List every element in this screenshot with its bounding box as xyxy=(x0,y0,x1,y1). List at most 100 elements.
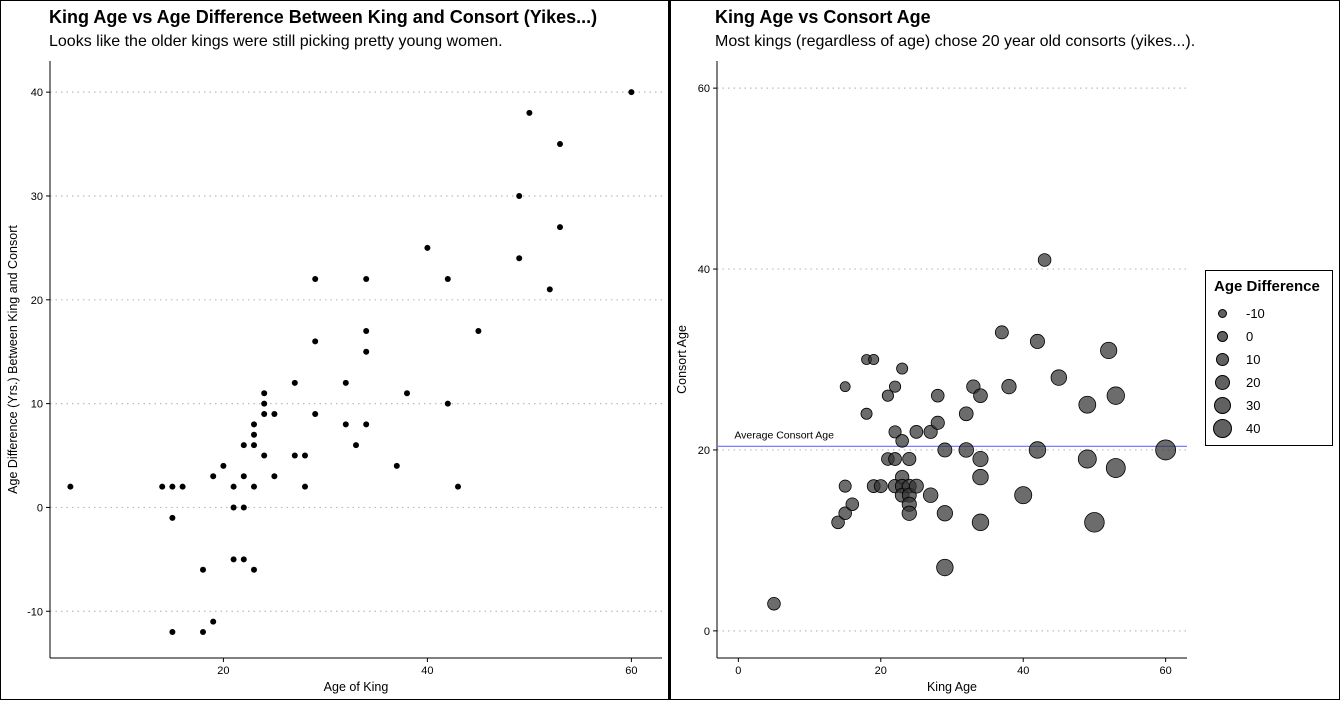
legend-title: Age Difference xyxy=(1214,278,1320,295)
data-point xyxy=(353,442,359,449)
data-point xyxy=(179,483,186,490)
data-point xyxy=(312,338,319,345)
legend-label: 40 xyxy=(1246,421,1261,436)
data-bubble xyxy=(831,515,845,530)
chart-subtitle: Most kings (regardless of age) chose 20 … xyxy=(715,33,1196,50)
data-point xyxy=(557,224,563,231)
data-point xyxy=(261,411,268,418)
data-point xyxy=(230,556,237,563)
data-bubble xyxy=(873,479,888,494)
data-point xyxy=(312,276,319,283)
legend-item: 40 xyxy=(1206,418,1326,440)
x-tick-label: 60 xyxy=(625,665,637,677)
data-point xyxy=(455,483,461,490)
data-bubble xyxy=(902,451,917,467)
legend-label: 20 xyxy=(1246,375,1261,390)
legend-item: 0 xyxy=(1206,326,1326,348)
data-point xyxy=(261,452,268,459)
data-point xyxy=(312,411,319,418)
data-point xyxy=(210,473,217,480)
data-point xyxy=(261,390,268,397)
y-tick-label: 60 xyxy=(698,83,710,95)
age-difference-scatter-plot: -10 0 10 20 30 40 20 40 60 Age of King Age Differe… xyxy=(6,61,662,694)
data-point xyxy=(251,566,257,573)
data-point xyxy=(363,327,370,334)
data-point xyxy=(240,473,247,480)
data-point xyxy=(363,276,370,283)
data-bubble xyxy=(936,505,953,522)
data-bubble xyxy=(839,381,851,393)
data-point xyxy=(393,462,400,469)
legend-item: 30 xyxy=(1206,395,1326,417)
data-bubble xyxy=(1084,512,1105,533)
data-point xyxy=(444,400,451,407)
data-bubble xyxy=(845,497,860,511)
data-bubble xyxy=(973,388,988,404)
data-point xyxy=(271,411,278,418)
x-tick-label: 20 xyxy=(875,665,887,677)
data-point xyxy=(444,276,451,283)
y-tick-label: 0 xyxy=(704,626,710,638)
data-bubble xyxy=(937,442,953,458)
data-bubble xyxy=(896,362,909,375)
data-bubble xyxy=(994,325,1009,340)
data-bubble xyxy=(1050,369,1068,386)
legend-bubble-icon xyxy=(1217,331,1228,342)
legend-bubble-icon xyxy=(1214,397,1231,414)
data-point xyxy=(404,390,410,397)
data-bubble xyxy=(958,442,974,458)
data-point xyxy=(526,109,533,116)
data-bubble xyxy=(888,380,902,393)
data-bubble xyxy=(1014,486,1033,505)
data-bubble xyxy=(1028,441,1047,459)
x-axis-label: Age of King xyxy=(324,680,389,694)
y-tick-label: 20 xyxy=(31,295,43,307)
data-bubble xyxy=(1106,386,1125,405)
legend-item: 10 xyxy=(1206,349,1326,371)
legend-bubble-icon xyxy=(1215,375,1230,390)
data-bubble xyxy=(1037,253,1052,267)
data-point xyxy=(291,452,298,459)
x-tick-label: 40 xyxy=(421,665,433,677)
data-bubble xyxy=(767,596,781,611)
data-point xyxy=(342,379,349,386)
data-point xyxy=(240,556,247,563)
data-bubble xyxy=(972,468,989,486)
legend-label: 0 xyxy=(1246,329,1254,344)
data-point xyxy=(261,400,268,407)
data-point xyxy=(251,442,257,449)
average-line-label: Average Consort Age xyxy=(734,429,834,441)
y-tick-label: -10 xyxy=(27,606,43,618)
data-bubble xyxy=(1077,449,1097,469)
y-tick-label: 10 xyxy=(31,399,43,411)
data-point xyxy=(363,348,370,355)
data-bubble xyxy=(1100,341,1118,360)
data-bubble xyxy=(1029,333,1045,349)
legend-bubble-icon xyxy=(1216,353,1229,366)
data-point xyxy=(240,504,247,511)
data-bubble xyxy=(930,415,945,430)
data-bubble xyxy=(936,558,954,577)
data-point xyxy=(169,629,176,636)
legend-label: 30 xyxy=(1246,398,1261,413)
x-tick-label: 20 xyxy=(217,665,229,677)
y-tick-label: 40 xyxy=(698,264,710,276)
data-point xyxy=(251,421,257,428)
data-bubble xyxy=(881,389,894,402)
data-point xyxy=(251,483,257,490)
data-point xyxy=(424,244,431,251)
data-point xyxy=(557,141,563,148)
x-tick-label: 0 xyxy=(735,665,741,677)
y-axis-label: Age Difference (Yrs.) Between King and C… xyxy=(6,225,20,494)
data-point xyxy=(230,483,237,490)
data-point xyxy=(342,421,349,428)
legend-item: 20 xyxy=(1206,372,1326,394)
data-point xyxy=(169,483,176,490)
data-point xyxy=(628,89,635,96)
x-axis-label: King Age xyxy=(927,680,977,694)
data-point xyxy=(200,566,206,573)
data-bubble xyxy=(1078,395,1097,414)
data-bubble xyxy=(958,406,974,422)
data-bubble xyxy=(860,407,873,420)
legend-label: 10 xyxy=(1246,352,1261,367)
